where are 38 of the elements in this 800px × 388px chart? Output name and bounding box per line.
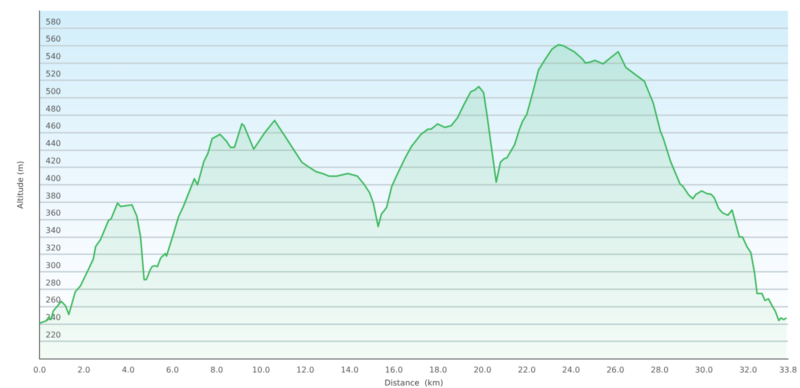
x-tick-label: 24.0 bbox=[562, 366, 580, 375]
y-tick-label: 440 bbox=[46, 139, 61, 148]
x-tick-label: 0.0 bbox=[33, 366, 46, 375]
x-tick-label: 10.0 bbox=[252, 366, 270, 375]
x-tick-label: 30.0 bbox=[695, 366, 713, 375]
y-tick-label: 260 bbox=[46, 296, 61, 305]
x-tick-label: 14.0 bbox=[340, 366, 359, 375]
x-tick-label: 33.8 bbox=[779, 366, 797, 375]
y-tick-label: 540 bbox=[46, 52, 61, 62]
x-tick-label: 4.0 bbox=[122, 366, 135, 375]
y-tick-label: 280 bbox=[46, 278, 61, 288]
y-tick-label: 380 bbox=[46, 191, 61, 200]
x-tick-label: 26.0 bbox=[606, 366, 624, 375]
x-tick-label: 12.0 bbox=[296, 366, 314, 375]
x-axis-title: Distance (km) bbox=[384, 378, 444, 388]
x-tick-label: 32.0 bbox=[739, 366, 758, 375]
x-tick-label: 28.0 bbox=[650, 366, 669, 375]
x-tick-label: 18.0 bbox=[429, 366, 448, 375]
y-tick-label: 560 bbox=[46, 34, 61, 44]
x-tick-label: 6.0 bbox=[166, 366, 179, 375]
y-tick-label: 320 bbox=[46, 243, 61, 252]
y-tick-label: 500 bbox=[46, 86, 61, 96]
y-tick-label: 460 bbox=[46, 122, 61, 131]
y-tick-label: 520 bbox=[46, 69, 61, 78]
y-tick-label: 340 bbox=[46, 226, 61, 236]
y-tick-label: 220 bbox=[46, 330, 61, 340]
y-tick-label: 300 bbox=[46, 260, 61, 270]
y-tick-label: 400 bbox=[46, 174, 61, 183]
y-tick-label: 360 bbox=[46, 208, 61, 218]
y-tick-label: 480 bbox=[46, 104, 61, 114]
x-tick-label: 22.0 bbox=[518, 366, 536, 375]
x-tick-label: 16.0 bbox=[385, 366, 403, 375]
y-tick-label: 580 bbox=[46, 17, 61, 26]
x-tick-label: 2.0 bbox=[78, 366, 90, 375]
x-tick-label: 20.0 bbox=[474, 366, 492, 375]
y-tick-label: 420 bbox=[46, 156, 61, 166]
y-axis-title: Altitude (m) bbox=[16, 160, 25, 209]
x-tick-label: 8.0 bbox=[210, 366, 224, 375]
